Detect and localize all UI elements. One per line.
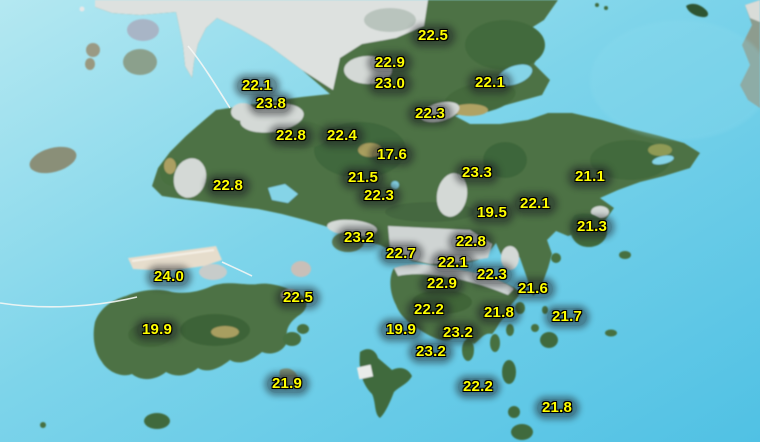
mountain-shading — [211, 326, 239, 338]
hill-patch — [364, 8, 416, 32]
mountain-shading — [128, 323, 172, 347]
urban-hk-north-shore — [394, 264, 514, 295]
stanley-peninsula — [462, 339, 474, 361]
sea-haze — [590, 20, 760, 140]
bridge-shenzhen-bay — [187, 45, 231, 109]
tai-tam-peninsula — [490, 334, 500, 352]
bridges — [0, 45, 253, 308]
urban-tung-chung — [199, 264, 227, 280]
airport-runway — [131, 249, 215, 262]
discovery-bay — [281, 289, 299, 301]
hill-patch — [123, 49, 157, 75]
reservoirs — [268, 64, 674, 203]
cape-daguilar — [506, 324, 514, 336]
bridge-hzmb — [0, 296, 138, 308]
bridge-airport-link — [221, 261, 253, 277]
urban-areas — [173, 56, 609, 270]
mountain-shading — [412, 290, 472, 314]
mountain-shading — [160, 20, 672, 222]
urban-shenzhen — [95, 0, 428, 90]
outlying-islands — [29, 0, 760, 440]
urban-patch — [127, 19, 159, 41]
